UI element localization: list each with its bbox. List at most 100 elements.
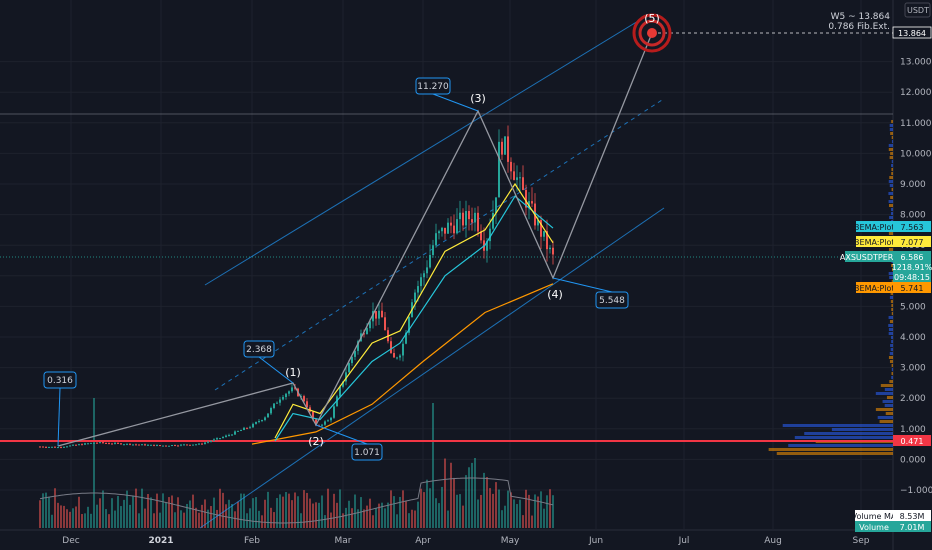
volume-profile-bar [890, 344, 893, 347]
candle-body [333, 406, 335, 418]
currency-box[interactable] [904, 2, 931, 18]
volume-bar [162, 493, 164, 528]
candle-body [537, 220, 539, 226]
volume-bar [237, 501, 239, 528]
price-tag[interactable]: 1218.91% [892, 261, 932, 272]
volume-profile-bar [794, 436, 893, 439]
callout[interactable]: 2.368 [243, 340, 294, 384]
candle-body [378, 310, 380, 319]
price-tag[interactable]: AXSUSDTPERP 6.586 [840, 251, 931, 262]
volume-bar [54, 488, 56, 528]
volume-profile-bar [891, 172, 893, 175]
price-tag-bg [845, 251, 893, 262]
channel-mid-line [214, 99, 663, 391]
volume-profile-bar [888, 148, 893, 151]
candle-body [180, 444, 182, 446]
price-tag[interactable]: Volume MA 8.53M [852, 510, 931, 521]
callout[interactable]: 11.270 [415, 77, 479, 112]
price-tag[interactable]: 13.864 [892, 26, 932, 39]
volume-bar [282, 496, 284, 528]
price-tag-name: 3EMA:Plot [854, 223, 894, 232]
ema-yellow-line [274, 182, 554, 439]
price-tag-value: 1218.91% [892, 263, 932, 272]
elliott-wave-path[interactable] [57, 32, 653, 447]
candle-body [195, 444, 197, 446]
price-tick-label: 11.000 [900, 119, 932, 129]
callout[interactable]: 5.548 [552, 277, 629, 309]
volume-profile-bar [890, 196, 893, 199]
candle-body [126, 443, 128, 445]
volume-bar [87, 506, 89, 528]
volume-bar [378, 503, 380, 528]
price-tag[interactable]: 3EMA:Plot 7.563 [854, 221, 931, 232]
callout[interactable]: 0.316 [43, 371, 77, 447]
volume-bar [291, 500, 293, 528]
candle-body [480, 231, 482, 241]
volume-bar [372, 515, 374, 528]
candle-body [45, 446, 47, 448]
bullseye-outer-ring [632, 13, 672, 53]
candle-body [543, 231, 545, 237]
callout[interactable]: 1.071 [315, 424, 383, 461]
price-tick-label: 3.000 [900, 364, 926, 374]
volume-profile-bar [891, 364, 893, 367]
volume-profile-bar [889, 320, 893, 323]
volume-profile-bar [891, 136, 893, 139]
price-tag[interactable]: 0.471 [893, 435, 931, 446]
candle-body [129, 443, 131, 445]
candle-body [402, 343, 404, 356]
volume-bar [216, 509, 218, 528]
candle-body [246, 427, 248, 429]
price-tick-label: 13.000 [900, 58, 932, 68]
volume-bar [393, 496, 395, 528]
volume-bar [366, 505, 368, 528]
volume-bar [534, 494, 536, 528]
price-tag[interactable]: 3EMA:Plot 5.741 [854, 282, 931, 293]
price-tag-bg [855, 510, 893, 521]
price-tag-bg [856, 221, 893, 232]
candle-body [270, 408, 272, 414]
volume-bar [441, 486, 443, 528]
volume-bar [135, 488, 137, 528]
volume-bar [318, 502, 320, 528]
volume-bar [69, 511, 71, 528]
volume-bar [255, 497, 257, 528]
volume-bar [285, 492, 287, 528]
volume-bar [159, 512, 161, 528]
price-tag[interactable]: 3EMA:Plot 7.077 [854, 236, 931, 247]
volume-profile-bar [889, 184, 893, 187]
volume-bar [507, 490, 509, 528]
volume-bar [171, 495, 173, 528]
volume-bar [471, 462, 473, 528]
candle-body [93, 442, 95, 444]
price-tag-value-bg [893, 236, 931, 247]
volume-profile-bar [888, 248, 893, 251]
volume-profile-bar [888, 232, 893, 235]
callout-box [43, 371, 77, 389]
volume-bar [381, 502, 383, 528]
candle-body [78, 444, 80, 446]
price-tag[interactable]: Volume 7.01M [855, 521, 931, 532]
candle-body [264, 417, 266, 421]
volume-profile-bar [888, 332, 893, 335]
volume-bar [429, 488, 431, 528]
price-tick-label: 10.000 [900, 149, 932, 159]
volume-bar [102, 490, 104, 528]
candle-body [324, 421, 326, 425]
volume-bar [525, 489, 527, 528]
target-bullseye[interactable] [632, 13, 672, 53]
volume-bar [489, 488, 491, 528]
candle-body [399, 355, 401, 358]
volume-bar [480, 494, 482, 528]
candle-body [426, 267, 428, 274]
candle-body [522, 177, 524, 190]
candle-body [228, 434, 230, 436]
volume-bar [330, 512, 332, 528]
volume-bar [183, 512, 185, 528]
candle-body [135, 444, 137, 446]
volume-bar [153, 513, 155, 528]
candle-body [420, 277, 422, 287]
price-tag[interactable]: 09:48:15 [893, 271, 931, 282]
candle-body [315, 419, 317, 426]
